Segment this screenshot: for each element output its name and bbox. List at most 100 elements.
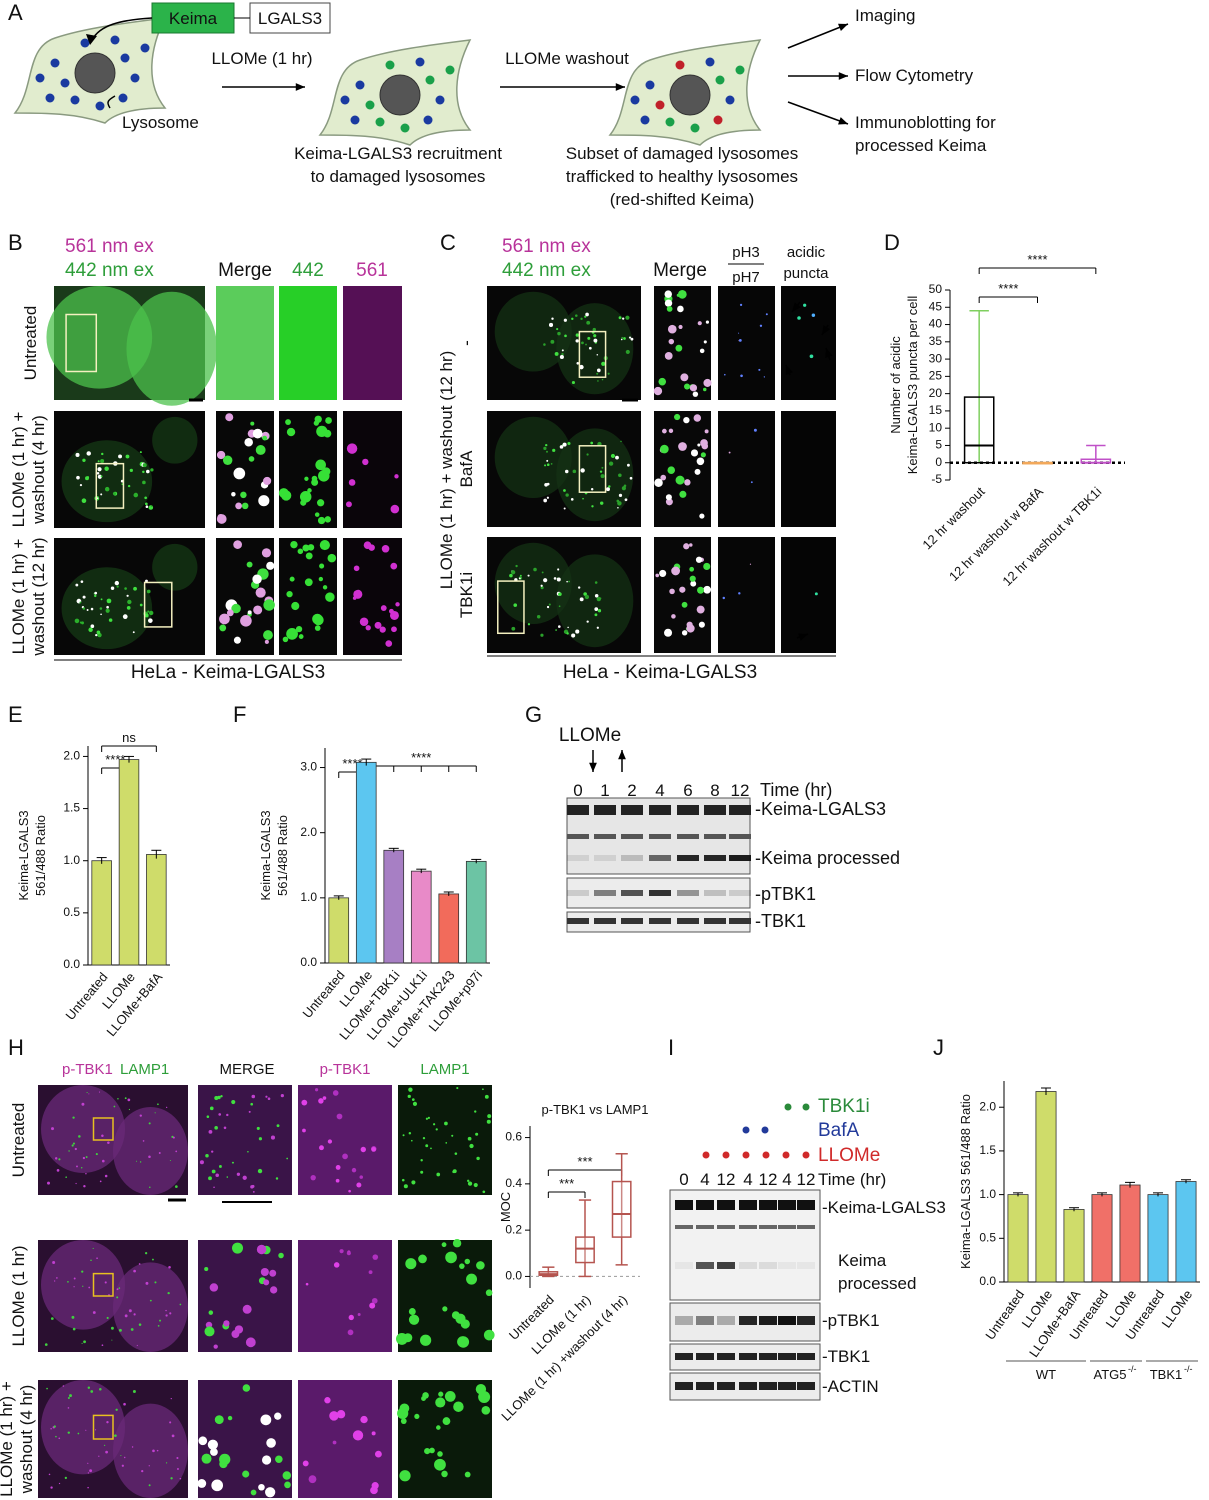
punctum (79, 484, 83, 487)
punctum (87, 1462, 89, 1464)
lysosome-dot (355, 80, 365, 90)
punctum (242, 1384, 251, 1392)
punctum (622, 317, 625, 320)
punctum (551, 317, 554, 320)
punctum (697, 321, 702, 326)
punctum (664, 290, 672, 298)
punctum (600, 474, 605, 479)
band (759, 1353, 777, 1360)
punctum (696, 457, 705, 466)
lysosome-dot (80, 38, 90, 48)
label: MERGE (219, 1061, 274, 1078)
punctum (252, 428, 263, 439)
punctum (562, 442, 567, 447)
label: LLOMe (1 hr) + (9, 539, 28, 655)
punctum (487, 1114, 492, 1119)
punctum (216, 450, 226, 460)
punctum (533, 567, 537, 572)
group-label-sup: -/- (1184, 1364, 1193, 1374)
bar (1035, 1091, 1057, 1283)
punctum (260, 1414, 272, 1426)
panel-label: J (933, 1035, 944, 1060)
punctum (214, 1096, 219, 1101)
punctum (339, 1249, 344, 1254)
punctum (580, 317, 583, 320)
panel-label: C (440, 230, 456, 255)
punctum (117, 1098, 119, 1100)
y-tick-label: 2.0 (63, 749, 80, 763)
punctum (282, 1471, 292, 1480)
punctum (597, 380, 599, 382)
band (649, 890, 671, 896)
punctum (671, 566, 681, 576)
band (594, 834, 616, 839)
y-axis-label: 561/488 Ratio (33, 815, 48, 896)
bar (1175, 1181, 1197, 1283)
punctum (53, 1280, 56, 1282)
punctum (99, 1387, 102, 1391)
punctum (253, 605, 263, 615)
punctum (668, 338, 675, 345)
lysosome-dot (120, 53, 130, 63)
punctum (125, 454, 130, 459)
punctum (365, 625, 371, 631)
punctum (82, 1156, 86, 1160)
y-tick-label: 45 (929, 299, 943, 313)
micrograph (198, 1380, 292, 1498)
punctum (78, 1135, 81, 1138)
punctum (319, 1145, 324, 1151)
punctum (86, 608, 89, 611)
punctum (147, 610, 150, 613)
punctum (242, 1304, 252, 1314)
punctum (215, 1173, 219, 1178)
punctum (72, 1327, 76, 1331)
punctum (144, 1252, 148, 1255)
label: LLOMe (1 hr) (211, 49, 312, 68)
label: LLOMe (559, 725, 621, 746)
punctum (165, 1314, 168, 1317)
punctum (380, 605, 387, 611)
lysosome-dot (690, 123, 700, 133)
punctum (452, 1238, 462, 1248)
band (649, 805, 671, 815)
punctum (546, 459, 549, 462)
lysosome-dot (735, 65, 745, 75)
punctum (414, 1413, 420, 1419)
label: TBK1i (457, 572, 476, 618)
punctum (679, 490, 687, 498)
punctum (302, 1128, 306, 1133)
punctum (696, 605, 705, 614)
punctum (390, 562, 398, 570)
y-tick-label: 0.4 (505, 1176, 522, 1190)
lysosome-dot (400, 123, 410, 133)
treatment-dot (762, 1151, 770, 1159)
nucleus (379, 74, 421, 116)
label: trafficked to healthy lysosomes (566, 167, 798, 186)
punctum (359, 617, 369, 627)
punctum (545, 443, 548, 447)
punctum (442, 1306, 448, 1312)
punctum (486, 1119, 491, 1124)
punctum (314, 625, 321, 631)
punctum (313, 420, 319, 426)
band (778, 1262, 796, 1269)
band (649, 834, 671, 839)
punctum (655, 573, 660, 578)
punctum (442, 1417, 451, 1425)
y-tick-label: 1.5 (63, 801, 80, 815)
lysosome-dot (385, 60, 395, 70)
punctum (397, 1407, 409, 1419)
punctum (263, 1279, 270, 1286)
y-tick-label: 1.0 (300, 890, 317, 904)
punctum (615, 455, 619, 460)
lysosome-dot (645, 80, 655, 90)
punctum (323, 429, 332, 438)
punctum (142, 463, 147, 468)
label: LAMP1 (420, 1061, 469, 1078)
punctum (579, 597, 584, 602)
punctum (218, 1113, 222, 1116)
punctum (86, 1092, 88, 1094)
punctum (255, 587, 266, 598)
punctum (209, 1283, 219, 1292)
